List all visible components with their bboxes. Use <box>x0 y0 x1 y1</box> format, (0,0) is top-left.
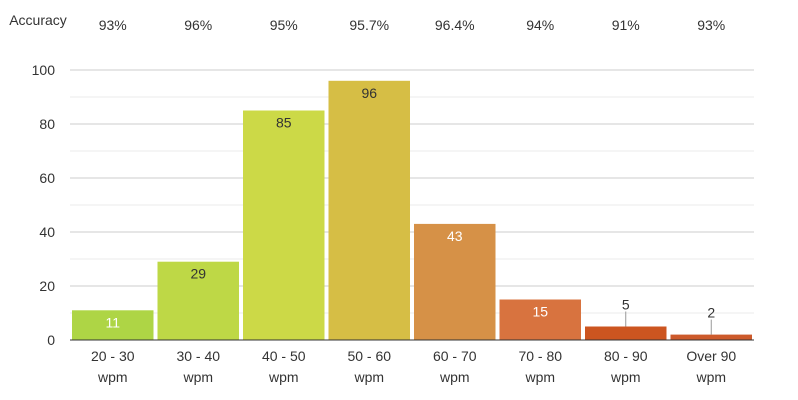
bar-value-label: 85 <box>276 115 292 131</box>
x-tick-label: 50 - 60 <box>347 348 391 364</box>
x-tick-label: 60 - 70 <box>433 348 477 364</box>
x-tick-label: wpm <box>524 369 555 385</box>
x-tick-label: wpm <box>353 369 384 385</box>
y-tick-label: 100 <box>32 62 56 78</box>
x-tick-label: wpm <box>695 369 726 385</box>
accuracy-value: 95.7% <box>349 17 389 33</box>
x-tick-label: wpm <box>182 369 213 385</box>
bar-value-label: 29 <box>190 266 206 282</box>
bars: 11 29 85 96 43 15 5 2 <box>72 80 753 341</box>
accuracy-value: 93% <box>99 17 127 33</box>
accuracy-value: 91% <box>612 17 640 33</box>
bar[interactable] <box>157 261 240 340</box>
bar-value-label: 5 <box>622 297 630 313</box>
bar-value-label: 43 <box>447 228 463 244</box>
accuracy-header: Accuracy <box>9 12 67 28</box>
bar-value-label: 96 <box>361 85 377 101</box>
bar[interactable] <box>499 299 582 341</box>
x-tick-label: Over 90 <box>686 348 736 364</box>
accuracy-value: 96.4% <box>435 17 475 33</box>
x-axis: 20 - 30 wpm 30 - 40 wpm 40 - 50 wpm 50 - 60 wpm… <box>70 339 754 385</box>
accuracy-value: 96% <box>184 17 212 33</box>
x-tick-label: 30 - 40 <box>176 348 220 364</box>
x-tick-label: wpm <box>97 369 128 385</box>
y-tick-label: 0 <box>47 332 55 348</box>
y-tick-label: 40 <box>39 224 55 240</box>
bar[interactable] <box>670 334 753 340</box>
accuracy-value: 93% <box>697 17 725 33</box>
bar-value-label: 11 <box>105 314 120 330</box>
y-tick-label: 80 <box>39 116 55 132</box>
x-tick-label: 70 - 80 <box>518 348 562 364</box>
bar-value-label: 15 <box>532 304 548 320</box>
y-tick-label: 20 <box>39 278 55 294</box>
x-tick-label: wpm <box>268 369 299 385</box>
x-tick-label: 40 - 50 <box>262 348 306 364</box>
accuracy-value: 95% <box>270 17 298 33</box>
bar[interactable] <box>585 326 667 341</box>
y-tick-label: 60 <box>39 170 55 186</box>
x-tick-label: 20 - 30 <box>91 348 135 364</box>
bar[interactable] <box>414 223 496 340</box>
y-axis: 0 20 40 60 80 100 <box>32 62 56 348</box>
accuracy-row: Accuracy 93% 96% 95% 95.7% 96.4% 94% 91% 93% <box>9 12 725 33</box>
bar-value-label: 2 <box>707 305 715 321</box>
x-tick-label: 80 - 90 <box>604 348 648 364</box>
x-tick-label: wpm <box>439 369 470 385</box>
x-tick-label: wpm <box>610 369 641 385</box>
bar[interactable] <box>72 310 154 340</box>
accuracy-value: 94% <box>526 17 554 33</box>
bar[interactable] <box>328 80 411 341</box>
bar[interactable] <box>243 110 325 341</box>
